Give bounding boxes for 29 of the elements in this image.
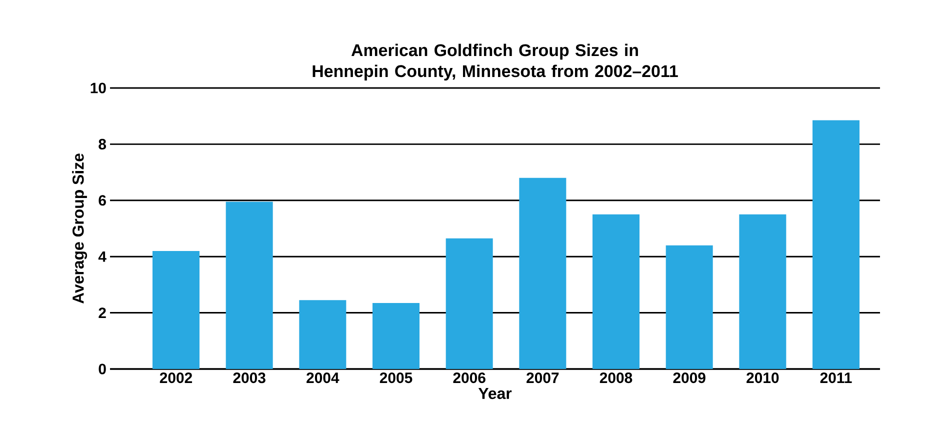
x-tick-label: 2007 [526,372,559,384]
bar [299,300,346,369]
y-tick-label: 6 [98,195,106,206]
x-tick-label: 2002 [160,372,192,384]
y-tick-label: 8 [98,138,106,150]
x-axis-title: Year [478,388,512,400]
y-tick-label: 4 [98,251,106,262]
x-tick-label: 2004 [306,372,340,384]
chart-title: American Goldfinch Group Sizes in Hennepin County, Minnesota from 2002–2011 [312,44,678,80]
bar [519,178,566,369]
bar [152,250,200,369]
bar [446,238,493,369]
bar [592,214,640,369]
x-tick-label: 2011 [820,372,852,384]
x-tick-label: 2010 [746,372,779,384]
x-tick-label: 2008 [600,372,632,384]
x-tick-label: 2009 [673,372,706,384]
bar [226,202,273,369]
x-tick-label: 2005 [380,372,412,384]
x-tick-label: 2006 [453,372,486,384]
bar [666,245,713,369]
y-axis-title: Average Group Size [72,154,88,304]
y-tick-label: 10 [90,82,106,94]
y-tick-label: 2 [98,308,106,318]
bar [739,214,786,369]
y-tick-label: 0 [98,364,106,374]
bar [812,120,860,369]
bar [372,302,420,369]
x-tick-label: 2003 [233,372,266,384]
